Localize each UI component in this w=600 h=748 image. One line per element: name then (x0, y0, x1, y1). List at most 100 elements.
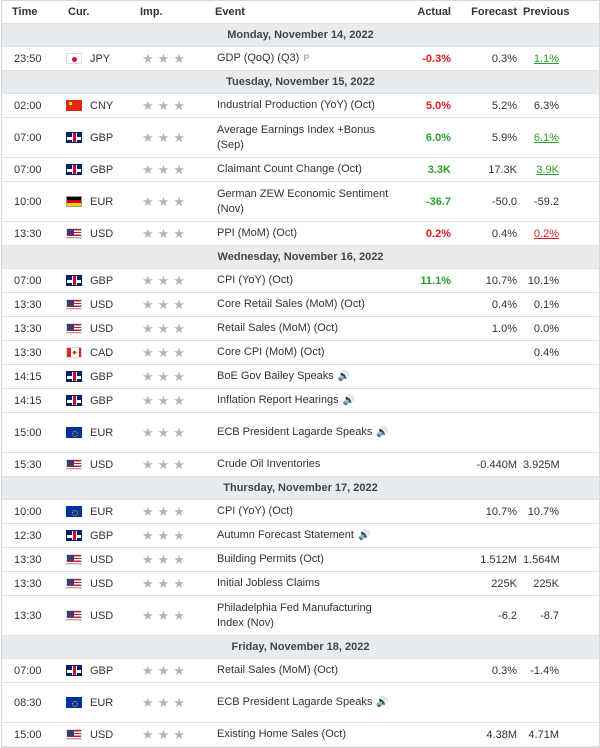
event-name[interactable]: GDP (QoQ) (Q3) (217, 52, 300, 64)
event-name[interactable]: Average Earnings Index +Bonus (Sep) (217, 123, 375, 151)
importance-stars-icon: ★★★ (142, 392, 189, 408)
table-row[interactable]: 02:00 CNY ★★★ Industrial Production (YoY) (… (2, 94, 599, 118)
table-row[interactable]: 13:30 USD ★★★ Initial Jobless Claims 225K 225… (2, 572, 599, 596)
event-name[interactable]: PPI (MoM) (Oct) (217, 227, 298, 239)
table-row[interactable]: 14:15 GBP ★★★ Inflation Report Hearings 🔊 (2, 389, 599, 413)
table-row[interactable]: 10:00 EUR ★★★ German ZEW Economic Sentiment… (2, 182, 599, 222)
event-name[interactable]: ECB President Lagarde Speaks (217, 426, 373, 438)
table-row[interactable]: 07:00 GBP ★★★ CPI (YoY) (Oct) 11.1% 10.7% 10.1… (2, 269, 599, 293)
event-cell[interactable]: PPI (MoM) (Oct) (217, 226, 401, 241)
event-name[interactable]: Retail Sales (MoM) (Oct) (217, 664, 339, 676)
table-row[interactable]: 12:30 GBP ★★★ Autumn Forecast Statement 🔊 (2, 524, 599, 548)
event-cell[interactable]: GDP (QoQ) (Q3) P (217, 51, 401, 66)
speaker-icon: 🔊 (337, 371, 351, 382)
event-cell[interactable]: CPI (YoY) (Oct) (217, 504, 401, 519)
event-cell[interactable]: ECB President Lagarde Speaks 🔊 (217, 425, 401, 440)
currency-code: EUR (90, 426, 114, 439)
event-cell[interactable]: Crude Oil Inventories (217, 457, 401, 472)
event-name[interactable]: ECB President Lagarde Speaks (217, 696, 373, 708)
event-cell[interactable]: German ZEW Economic Sentiment (Nov) (217, 187, 401, 217)
currency-code: CAD (90, 346, 114, 359)
previous-value: 3.9K (523, 164, 599, 176)
forecast-value: 1.0% (491, 322, 517, 335)
table-row[interactable]: 14:15 GBP ★★★ BoE Gov Bailey Speaks 🔊 (2, 365, 599, 389)
event-cell[interactable]: Retail Sales (MoM) (Oct) (217, 663, 401, 678)
event-name[interactable]: BoE Gov Bailey Speaks (217, 370, 334, 382)
table-row[interactable]: 13:30 CAD ★★★ Core CPI (MoM) (Oct) 0.4% (2, 341, 599, 365)
event-cell[interactable]: Building Permits (Oct) (217, 552, 401, 567)
event-name[interactable]: Inflation Report Hearings (217, 394, 339, 406)
speaker-icon: 🔊 (376, 427, 389, 438)
table-row[interactable]: 23:50 JPY ★★★ GDP (QoQ) (Q3) P -0.3% 0.3% 1.1% (2, 47, 599, 71)
currency-code: USD (90, 728, 114, 741)
currency-code: GBP (90, 664, 114, 677)
forecast-value: 1.512M (480, 553, 517, 566)
event-name[interactable]: CPI (YoY) (Oct) (217, 505, 293, 517)
event-time: 15:30 (14, 458, 42, 471)
gbp-flag-icon (66, 132, 82, 143)
event-name[interactable]: Retail Sales (MoM) (Oct) (217, 322, 339, 334)
table-row[interactable]: 07:00 GBP ★★★ Claimant Count Change (Oct) 3.… (2, 158, 599, 182)
usd-flag-icon (66, 323, 82, 334)
event-cell[interactable]: Industrial Production (YoY) (Oct) (217, 98, 401, 113)
event-cell[interactable]: Initial Jobless Claims (217, 576, 401, 591)
previous-value-text: 0.1% (533, 298, 559, 311)
table-row[interactable]: 10:00 EUR ★★★ CPI (YoY) (Oct) 10.7% 10.7% (2, 500, 599, 524)
table-row[interactable]: 07:00 GBP ★★★ Average Earnings Index +Bonus… (2, 118, 599, 158)
event-name[interactable]: Existing Home Sales (Oct) (217, 728, 346, 740)
table-row[interactable]: 08:30 EUR ★★★ ECB President Lagarde Speaks 🔊 (2, 683, 599, 723)
event-cell[interactable]: Autumn Forecast Statement 🔊 (217, 528, 401, 543)
event-name[interactable]: Philadelphia Fed Manufacturing Index (No… (217, 601, 372, 629)
event-cell[interactable]: BoE Gov Bailey Speaks 🔊 (217, 369, 401, 384)
table-row[interactable]: 13:30 USD ★★★ Core Retail Sales (MoM) (Oct)… (2, 293, 599, 317)
event-cell[interactable]: Inflation Report Hearings 🔊 (217, 393, 401, 408)
event-time: 13:30 (14, 227, 42, 240)
event-name[interactable]: Core CPI (MoM) (Oct) (217, 346, 325, 358)
forecast-value: 0.4% (491, 227, 517, 240)
usd-flag-icon (66, 578, 82, 589)
header-importance[interactable]: Imp. (140, 6, 163, 18)
header-previous[interactable]: Previous (523, 6, 570, 18)
currency-code: JPY (90, 52, 111, 65)
table-row[interactable]: 15:00 EUR ★★★ ECB President Lagarde Speaks 🔊 (2, 413, 599, 453)
event-cell[interactable]: Retail Sales (MoM) (Oct) (217, 321, 401, 336)
previous-value: 0.1% (523, 299, 599, 311)
table-row[interactable]: 15:00 USD ★★★ Existing Home Sales (Oct) 4.38… (2, 723, 599, 747)
event-cell[interactable]: CPI (YoY) (Oct) (217, 273, 401, 288)
table-row[interactable]: 07:00 GBP ★★★ Retail Sales (MoM) (Oct) 0.3% -… (2, 659, 599, 683)
header-time[interactable]: Time (12, 6, 38, 18)
event-cell[interactable]: Average Earnings Index +Bonus (Sep) (217, 123, 401, 153)
event-name[interactable]: German ZEW Economic Sentiment (Nov) (217, 187, 389, 215)
table-row[interactable]: 13:30 USD ★★★ Retail Sales (MoM) (Oct) 1.0% 0… (2, 317, 599, 341)
event-cell[interactable]: Existing Home Sales (Oct) (217, 727, 401, 742)
header-event[interactable]: Event (215, 5, 245, 18)
previous-value: 0.0% (523, 323, 599, 335)
event-name[interactable]: Industrial Production (YoY) (Oct) (217, 99, 375, 111)
event-name[interactable]: Initial Jobless Claims (217, 577, 320, 589)
event-cell[interactable]: Core CPI (MoM) (Oct) (217, 345, 401, 360)
table-row[interactable]: 15:30 USD ★★★ Crude Oil Inventories -0.440M 3… (2, 453, 599, 477)
header-forecast[interactable]: Forecast (471, 6, 517, 18)
event-cell[interactable]: Philadelphia Fed Manufacturing Index (No… (217, 601, 401, 631)
currency-cell: USD (60, 323, 132, 335)
table-row[interactable]: 13:30 USD ★★★ PPI (MoM) (Oct) 0.2% 0.4% 0.2% (2, 222, 599, 246)
event-cell[interactable]: Core Retail Sales (MoM) (Oct) (217, 297, 401, 312)
header-actual[interactable]: Actual (417, 6, 451, 18)
table-row[interactable]: 13:30 USD ★★★ Building Permits (Oct) 1.512M 1… (2, 548, 599, 572)
event-name[interactable]: Crude Oil Inventories (217, 458, 321, 470)
currency-cell: JPY (60, 53, 132, 65)
event-time: 07:00 (14, 163, 42, 176)
event-name[interactable]: Core Retail Sales (MoM) (Oct) (217, 298, 365, 310)
eur-flag-icon (66, 697, 82, 708)
event-name[interactable]: Autumn Forecast Statement (217, 529, 354, 541)
table-row[interactable]: 13:30 USD ★★★ Philadelphia Fed Manufacturin… (2, 596, 599, 636)
event-name[interactable]: Building Permits (Oct) (217, 553, 324, 565)
event-name[interactable]: CPI (YoY) (Oct) (217, 274, 293, 286)
previous-value: -8.7 (523, 610, 599, 622)
previous-value: 10.1% (523, 275, 599, 287)
event-cell[interactable]: Claimant Count Change (Oct) (217, 162, 401, 177)
event-name[interactable]: Claimant Count Change (Oct) (217, 163, 362, 175)
currency-code: EUR (90, 696, 114, 709)
header-currency[interactable]: Cur. (68, 6, 90, 18)
event-cell[interactable]: ECB President Lagarde Speaks 🔊 (217, 695, 401, 710)
